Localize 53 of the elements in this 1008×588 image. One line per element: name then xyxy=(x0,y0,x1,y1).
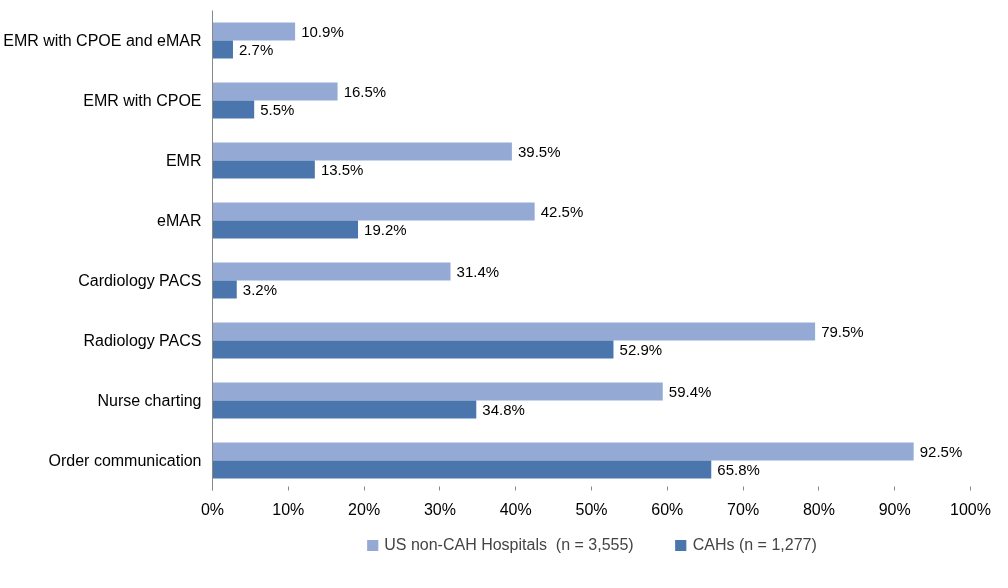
x-tick-label: 60% xyxy=(651,500,684,518)
bar xyxy=(212,442,914,461)
data-label: 92.5% xyxy=(919,443,963,460)
y-tick-label: Radiology PACS xyxy=(83,332,202,349)
x-tick-label: 0% xyxy=(200,500,225,518)
data-label: 31.4% xyxy=(456,263,500,280)
legend-label: CAHs (n = 1,277) xyxy=(692,536,817,554)
bar xyxy=(212,322,816,341)
data-label: 16.5% xyxy=(343,83,387,100)
legend-label: US non-CAH Hospitals (n = 3,555) xyxy=(384,536,634,554)
x-tick-label: 70% xyxy=(727,500,760,518)
data-label: 52.9% xyxy=(619,341,663,358)
bar xyxy=(212,160,315,179)
bar xyxy=(212,40,233,59)
x-tick-label: 20% xyxy=(348,500,381,518)
bar xyxy=(212,400,477,419)
bar xyxy=(212,100,255,119)
bar xyxy=(212,340,614,359)
data-label: 79.5% xyxy=(821,323,864,340)
y-tick-label: EMR with CPOE and eMAR xyxy=(3,32,202,49)
data-label: 3.2% xyxy=(242,281,278,298)
y-tick-label: eMAR xyxy=(157,212,202,229)
bar xyxy=(212,82,338,101)
data-label: 13.5% xyxy=(320,161,364,178)
y-tick-label: Order communication xyxy=(48,452,202,469)
data-label: 5.5% xyxy=(260,101,295,118)
bar xyxy=(212,262,451,281)
x-tick-label: 100% xyxy=(950,500,991,518)
x-tick-label: 10% xyxy=(272,500,305,518)
x-tick-label: 90% xyxy=(878,500,911,518)
y-tick-label: EMR xyxy=(165,152,202,169)
data-label: 34.8% xyxy=(482,401,525,418)
bar xyxy=(212,382,663,401)
bar xyxy=(212,220,359,239)
data-label: 42.5% xyxy=(540,203,584,220)
data-label: 10.9% xyxy=(301,23,344,40)
bar xyxy=(212,460,712,479)
bar xyxy=(212,280,237,299)
data-label: 65.8% xyxy=(717,461,760,478)
x-tick-label: 80% xyxy=(802,500,835,518)
y-tick-label: Cardiology PACS xyxy=(78,272,202,289)
x-tick-label: 40% xyxy=(499,500,532,518)
bar xyxy=(212,202,535,221)
x-tick-label: 50% xyxy=(575,500,608,518)
data-label: 39.5% xyxy=(517,143,561,160)
x-tick-label: 30% xyxy=(423,500,456,518)
bar xyxy=(212,22,296,41)
bar xyxy=(212,142,512,161)
y-tick-label: EMR with CPOE xyxy=(83,92,202,109)
y-tick-label: Nurse charting xyxy=(97,392,202,409)
data-label: 59.4% xyxy=(668,383,712,400)
data-label: 19.2% xyxy=(364,221,407,238)
data-label: 2.7% xyxy=(239,41,274,58)
